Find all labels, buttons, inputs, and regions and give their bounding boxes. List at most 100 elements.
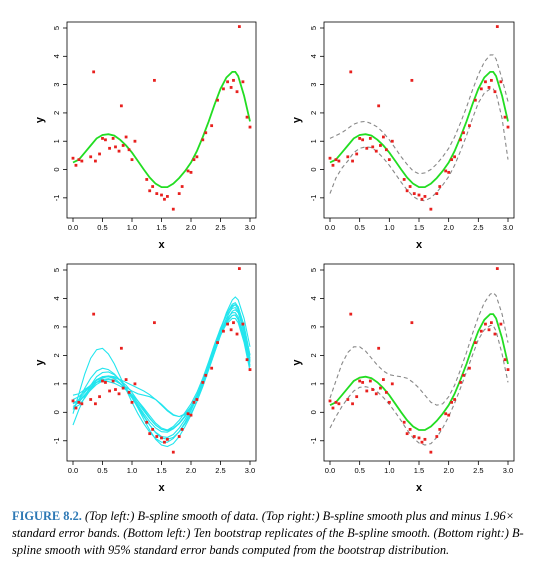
data-point [390, 382, 394, 386]
data-point [74, 406, 78, 410]
data-point [160, 193, 163, 197]
bootstrap-replicate-line [72, 301, 251, 443]
x-tick-label: 3.0 [245, 223, 255, 232]
data-point [104, 138, 107, 142]
data-point [408, 427, 412, 431]
data-point [382, 378, 385, 381]
x-axis-label: x [158, 239, 165, 251]
data-point [374, 149, 378, 153]
data-point [368, 379, 372, 383]
data-point [222, 329, 225, 333]
data-point [241, 80, 245, 84]
data-point [349, 312, 353, 316]
data-point [80, 402, 84, 406]
data-point [119, 346, 123, 350]
data-point [101, 137, 104, 140]
data-point [130, 158, 134, 162]
y-axis-label: y [34, 116, 46, 123]
data-point [334, 158, 338, 162]
data-point [337, 159, 341, 163]
data-point [201, 138, 205, 142]
data-point [479, 329, 483, 333]
data-point [365, 389, 369, 393]
data-point [71, 399, 75, 403]
data-point [358, 379, 362, 383]
x-tick-label: 0.0 [325, 466, 335, 475]
data-point [232, 78, 235, 82]
data-point [160, 436, 163, 440]
data-point [328, 399, 332, 403]
y-tick-label: 0 [52, 410, 61, 414]
data-point [489, 78, 493, 82]
data-point [351, 159, 354, 163]
data-point [89, 398, 93, 401]
data-point [204, 373, 208, 377]
data-point [166, 195, 169, 198]
data-point [92, 70, 96, 74]
x-axis-label: x [158, 482, 165, 494]
data-point [423, 195, 427, 198]
data-point [387, 158, 391, 162]
panel-top-left: 0.0 0.5 1.0 1.5 2.0 2.5 3.0 -1 0 1 2 3 4 5 x y [34, 21, 257, 251]
x-tick-label: 0.5 [97, 223, 107, 232]
data-point [484, 322, 487, 326]
data-point [133, 139, 137, 143]
data-point [127, 148, 131, 152]
y-tick-label: 2 [52, 111, 61, 115]
data-point [216, 98, 219, 102]
data-point [503, 358, 507, 362]
figure-panels: 0.0 0.5 1.0 1.5 2.0 2.5 3.0 -1 0 1 2 3 4 5 x y 0.0 0.5 1.0… [34, 21, 515, 494]
data-point [377, 346, 381, 350]
y-tick-label: 1 [52, 139, 61, 143]
data-point [374, 392, 378, 396]
y-tick-label: 0 [309, 410, 318, 414]
data-point [111, 137, 115, 140]
data-point [195, 155, 199, 159]
data-point [420, 197, 424, 201]
data-point [216, 341, 219, 344]
data-point [151, 427, 155, 431]
data-point [201, 381, 205, 384]
data-point [189, 170, 193, 174]
data-point [151, 185, 155, 188]
data-point [408, 185, 412, 188]
data-point [355, 152, 359, 156]
data-point [245, 358, 249, 362]
data-point [77, 158, 81, 162]
data-point [153, 321, 156, 325]
panel-bottom-right: 0.0 0.5 1.0 1.5 2.0 2.5 3.0 -1 0 1 2 3 4 5 x y [291, 263, 515, 494]
data-point [473, 98, 477, 102]
data-point [229, 86, 233, 89]
data-point [453, 155, 456, 159]
y-tick-label: -1 [309, 437, 318, 444]
data-point [130, 400, 134, 404]
x-tick-label: 0.0 [68, 223, 78, 232]
data-point [337, 402, 341, 406]
x-tick-label: 1.5 [156, 466, 166, 475]
data-point [210, 366, 214, 370]
data-point [133, 382, 137, 386]
data-point [453, 398, 456, 401]
x-tick-label: 3.0 [245, 466, 255, 475]
data-point [180, 427, 184, 431]
data-point [222, 87, 225, 91]
data-point [365, 146, 369, 150]
data-point [349, 70, 353, 74]
bootstrap-replicate-line [72, 314, 251, 440]
data-point [163, 197, 166, 201]
y-tick-label: 1 [52, 382, 61, 386]
y-tick-label: 4 [309, 296, 318, 300]
data-point [148, 189, 152, 193]
data-point [145, 178, 149, 181]
x-tick-label: 0.5 [354, 466, 364, 475]
data-point [94, 159, 97, 163]
data-point [435, 192, 439, 195]
data-point [171, 207, 175, 211]
data-point [195, 398, 199, 401]
y-tick-label: 3 [309, 83, 318, 87]
data-point [331, 163, 335, 167]
x-tick-label: 1.5 [156, 223, 166, 232]
data-point [495, 25, 499, 28]
x-tick-label: 2.5 [473, 466, 483, 475]
data-point [153, 78, 156, 82]
